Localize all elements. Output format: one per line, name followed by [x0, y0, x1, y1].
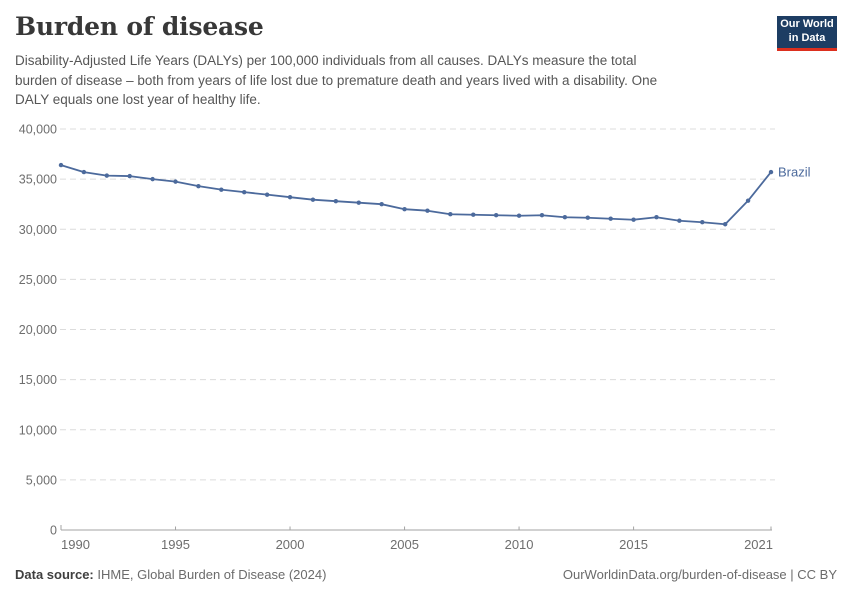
data-point [539, 213, 545, 218]
x-axis-tick-label: 2010 [505, 537, 534, 552]
subtitle-line-3: DALY equals one lost year of healthy lif… [15, 92, 261, 107]
source-label: Data source: [15, 567, 94, 582]
y-axis-tick-label: 25,000 [19, 273, 57, 287]
footer-source: Data source: IHME, Global Burden of Dise… [15, 567, 326, 582]
x-axis-tick-label: 2015 [619, 537, 648, 552]
data-point [654, 215, 659, 220]
footer-link[interactable]: OurWorldinData.org/burden-of-disease [562, 567, 787, 582]
data-point [104, 173, 110, 178]
data-point [516, 213, 522, 218]
x-axis-tick-label: 1995 [161, 537, 190, 552]
data-point [333, 198, 339, 204]
data-point [58, 162, 64, 168]
data-point [700, 220, 705, 225]
data-point [745, 198, 751, 203]
data-point [448, 212, 453, 217]
data-point [722, 222, 728, 227]
data-point [127, 173, 132, 179]
source-text: IHME, Global Burden of Disease (2024) [93, 567, 327, 582]
data-point [608, 216, 613, 221]
data-point [425, 208, 430, 213]
y-axis-tick-label: 5,000 [26, 473, 57, 487]
data-point [677, 218, 682, 223]
y-axis-tick-label: 0 [50, 524, 57, 538]
data-point [471, 212, 476, 217]
data-point [81, 169, 87, 175]
data-point [379, 201, 384, 207]
y-axis-tick-label: 20,000 [19, 323, 57, 337]
x-axis-tick-label: 2000 [276, 537, 305, 552]
owid-logo-line2: in Data [788, 31, 826, 44]
data-point [173, 179, 178, 184]
data-point [150, 176, 155, 182]
x-axis-tick-label: 2021 [744, 537, 773, 552]
data-point [287, 194, 293, 200]
x-axis-tick-label: 2005 [390, 537, 419, 552]
data-point [264, 192, 270, 197]
data-point [310, 197, 316, 202]
owid-logo-line1: Our World [780, 18, 834, 30]
data-point [402, 207, 407, 212]
footer-license: | CC BY [786, 567, 837, 582]
footer-attribution: OurWorldinData.org/burden-of-disease | C… [563, 567, 837, 582]
owid-logo[interactable]: Our World in Data [777, 16, 837, 51]
data-point [631, 217, 636, 222]
data-point [356, 200, 361, 205]
data-point [242, 189, 247, 195]
chart-subtitle: Disability-Adjusted Life Years (DALYs) p… [15, 51, 745, 110]
x-axis-tick-label: 1990 [61, 537, 90, 552]
page-title: Burden of disease [15, 12, 264, 41]
data-point [562, 215, 568, 220]
entity-label[interactable]: Brazil [778, 164, 811, 179]
y-axis-tick-label: 10,000 [19, 423, 57, 437]
subtitle-line-2: burden of disease – both from years of l… [15, 72, 658, 88]
y-axis-tick-label: 30,000 [19, 223, 57, 237]
y-axis-tick-label: 35,000 [19, 173, 57, 187]
data-point [493, 213, 499, 218]
series-line [60, 164, 772, 226]
data-point [219, 187, 224, 192]
subtitle-line-1: Disability-Adjusted Life Years (DALYs) p… [15, 53, 637, 68]
data-point [768, 169, 774, 175]
y-axis-tick-label: 15,000 [19, 373, 57, 387]
data-point [196, 183, 201, 189]
y-axis-tick-label: 40,000 [19, 123, 57, 137]
data-point [585, 215, 590, 220]
